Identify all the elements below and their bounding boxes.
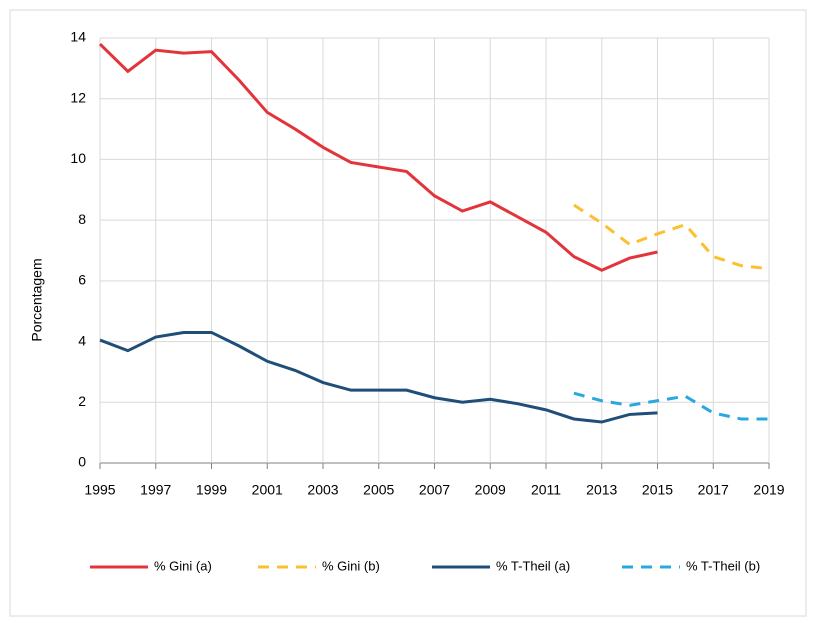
y-tick-label: 8 bbox=[78, 211, 86, 227]
line-series bbox=[573, 391, 769, 421]
x-tick-label: 2003 bbox=[307, 482, 338, 498]
legend-label: % Gini (a) bbox=[154, 558, 212, 573]
line-series bbox=[99, 330, 658, 424]
y-tick-label: 14 bbox=[70, 29, 86, 45]
x-tick-label: 1999 bbox=[196, 482, 227, 498]
y-tick-label: 10 bbox=[70, 150, 86, 166]
x-tick-label: 2019 bbox=[753, 482, 784, 498]
y-tick-label: 0 bbox=[78, 454, 86, 470]
legend-label: % T-Theil (a) bbox=[496, 558, 570, 573]
y-tick-label: 12 bbox=[70, 89, 86, 105]
y-tick-label: 4 bbox=[78, 332, 86, 348]
x-tick-label: 2007 bbox=[419, 482, 450, 498]
y-tick-label: 2 bbox=[78, 393, 86, 409]
x-tick-label: 2017 bbox=[698, 482, 729, 498]
x-tick-label: 2013 bbox=[586, 482, 617, 498]
y-axis-label: Porcentagem bbox=[29, 258, 45, 341]
line-series bbox=[98, 43, 658, 272]
legend-label: % Gini (b) bbox=[322, 558, 380, 573]
x-tick-label: 1997 bbox=[140, 482, 171, 498]
x-tick-label: 2011 bbox=[531, 482, 561, 498]
x-tick-label: 2001 bbox=[252, 482, 283, 498]
x-tick-label: 2005 bbox=[363, 482, 394, 498]
chart-frame bbox=[9, 9, 807, 617]
legend-label: % T-Theil (b) bbox=[686, 558, 760, 573]
x-tick-label: 2015 bbox=[642, 482, 673, 498]
x-tick-label: 2009 bbox=[475, 482, 506, 498]
y-tick-label: 6 bbox=[78, 272, 86, 288]
line-series bbox=[573, 203, 770, 271]
x-tick-label: 1995 bbox=[84, 482, 115, 498]
